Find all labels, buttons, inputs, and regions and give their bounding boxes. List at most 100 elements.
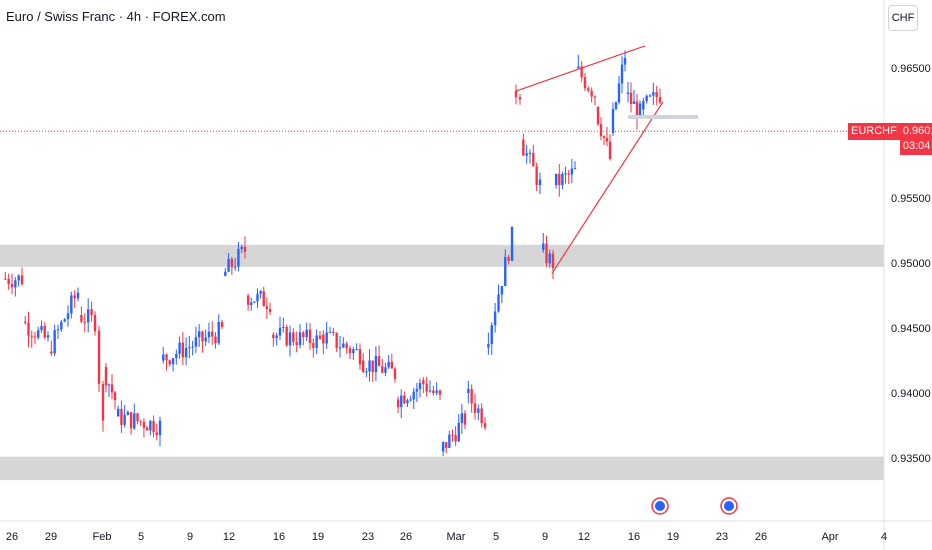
- candle-187[interactable]: [614, 101, 618, 111]
- candle-140[interactable]: [460, 404, 464, 434]
- candle-73[interactable]: [243, 236, 247, 259]
- candle-29[interactable]: [101, 380, 105, 432]
- candle-63[interactable]: [211, 321, 214, 345]
- candle-173[interactable]: [570, 158, 574, 184]
- event-icon[interactable]: [651, 497, 669, 515]
- candle-47[interactable]: [158, 416, 162, 446]
- candle-141[interactable]: [463, 409, 467, 430]
- candle-118[interactable]: [390, 353, 394, 369]
- candle-162[interactable]: [535, 162, 538, 192]
- candle-120[interactable]: [396, 396, 400, 413]
- candle-99[interactable]: [328, 326, 332, 334]
- candle-53[interactable]: [178, 336, 181, 359]
- candle-172[interactable]: [567, 169, 570, 184]
- candle-111[interactable]: [368, 349, 371, 382]
- candle-188[interactable]: [617, 75, 621, 105]
- candle-64[interactable]: [214, 332, 217, 349]
- candle-200[interactable]: [655, 85, 658, 106]
- candle-170[interactable]: [561, 171, 564, 190]
- candle-196[interactable]: [642, 97, 645, 118]
- candle-156[interactable]: [514, 84, 518, 105]
- candle-109[interactable]: [361, 353, 365, 374]
- candle-35[interactable]: [120, 400, 123, 434]
- candle-112[interactable]: [371, 360, 374, 382]
- candle-33[interactable]: [113, 390, 117, 410]
- candle-83[interactable]: [275, 332, 278, 346]
- candle-1[interactable]: [7, 273, 10, 290]
- candle-56[interactable]: [188, 335, 191, 359]
- candle-30[interactable]: [104, 362, 108, 393]
- candle-104[interactable]: [345, 341, 348, 354]
- candle-51[interactable]: [171, 357, 175, 372]
- candle-49[interactable]: [165, 353, 168, 371]
- lower-trendline[interactable]: [551, 101, 664, 274]
- candle-68[interactable]: [227, 252, 230, 273]
- candle-122[interactable]: [403, 391, 406, 405]
- candle-143[interactable]: [470, 384, 473, 413]
- candle-107[interactable]: [355, 343, 358, 351]
- candle-34[interactable]: [117, 405, 120, 417]
- candle-86[interactable]: [285, 324, 288, 347]
- candle-182[interactable]: [599, 117, 603, 141]
- candle-119[interactable]: [393, 367, 397, 383]
- candle-121[interactable]: [400, 389, 403, 419]
- candle-184[interactable]: [605, 126, 609, 147]
- candle-103[interactable]: [342, 337, 345, 349]
- candle-6[interactable]: [24, 315, 27, 325]
- candle-147[interactable]: [483, 417, 487, 431]
- candle-161[interactable]: [532, 144, 535, 167]
- candle-45[interactable]: [152, 415, 155, 438]
- candle-136[interactable]: [448, 430, 451, 449]
- candle-100[interactable]: [332, 327, 335, 336]
- candle-90[interactable]: [298, 324, 302, 349]
- candle-164[interactable]: [542, 233, 545, 253]
- candle-153[interactable]: [504, 249, 507, 287]
- candles[interactable]: [4, 50, 662, 457]
- candle-31[interactable]: [107, 383, 111, 397]
- candle-125[interactable]: [412, 387, 415, 409]
- candle-151[interactable]: [497, 284, 500, 313]
- candle-12[interactable]: [43, 322, 46, 340]
- candle-72[interactable]: [240, 244, 243, 253]
- candle-80[interactable]: [265, 297, 269, 319]
- candle-9[interactable]: [33, 331, 37, 345]
- candle-26[interactable]: [90, 301, 93, 322]
- candle-11[interactable]: [40, 320, 43, 333]
- candle-134[interactable]: [441, 441, 445, 457]
- candle-108[interactable]: [358, 343, 362, 370]
- upper-trendline[interactable]: [514, 45, 646, 92]
- candle-165[interactable]: [545, 235, 548, 267]
- candle-8[interactable]: [30, 330, 33, 348]
- candle-23[interactable]: [80, 306, 83, 324]
- candle-27[interactable]: [93, 311, 97, 336]
- candle-97[interactable]: [322, 330, 325, 355]
- candle-135[interactable]: [445, 442, 448, 454]
- candle-96[interactable]: [318, 331, 322, 340]
- candle-98[interactable]: [325, 321, 328, 349]
- candle-171[interactable]: [564, 166, 567, 184]
- candle-87[interactable]: [288, 325, 292, 357]
- candle-36[interactable]: [123, 404, 126, 428]
- candle-154[interactable]: [507, 254, 510, 265]
- candle-155[interactable]: [510, 226, 514, 262]
- candle-61[interactable]: [204, 329, 207, 346]
- candle-71[interactable]: [237, 241, 240, 272]
- candle-57[interactable]: [191, 340, 194, 356]
- candle-158[interactable]: [522, 133, 525, 156]
- candle-58[interactable]: [194, 326, 198, 353]
- candle-48[interactable]: [162, 346, 165, 364]
- candle-0[interactable]: [4, 272, 7, 281]
- candle-181[interactable]: [596, 106, 600, 127]
- candle-16[interactable]: [56, 324, 60, 340]
- candle-42[interactable]: [142, 418, 146, 438]
- candle-110[interactable]: [365, 367, 368, 378]
- candle-124[interactable]: [409, 395, 412, 402]
- candle-65[interactable]: [217, 314, 220, 345]
- candle-142[interactable]: [467, 380, 470, 404]
- candle-69[interactable]: [230, 256, 234, 275]
- candle-13[interactable]: [46, 331, 50, 342]
- candle-193[interactable]: [632, 89, 636, 105]
- candle-152[interactable]: [500, 285, 504, 304]
- candle-163[interactable]: [538, 172, 542, 195]
- candle-150[interactable]: [493, 303, 497, 333]
